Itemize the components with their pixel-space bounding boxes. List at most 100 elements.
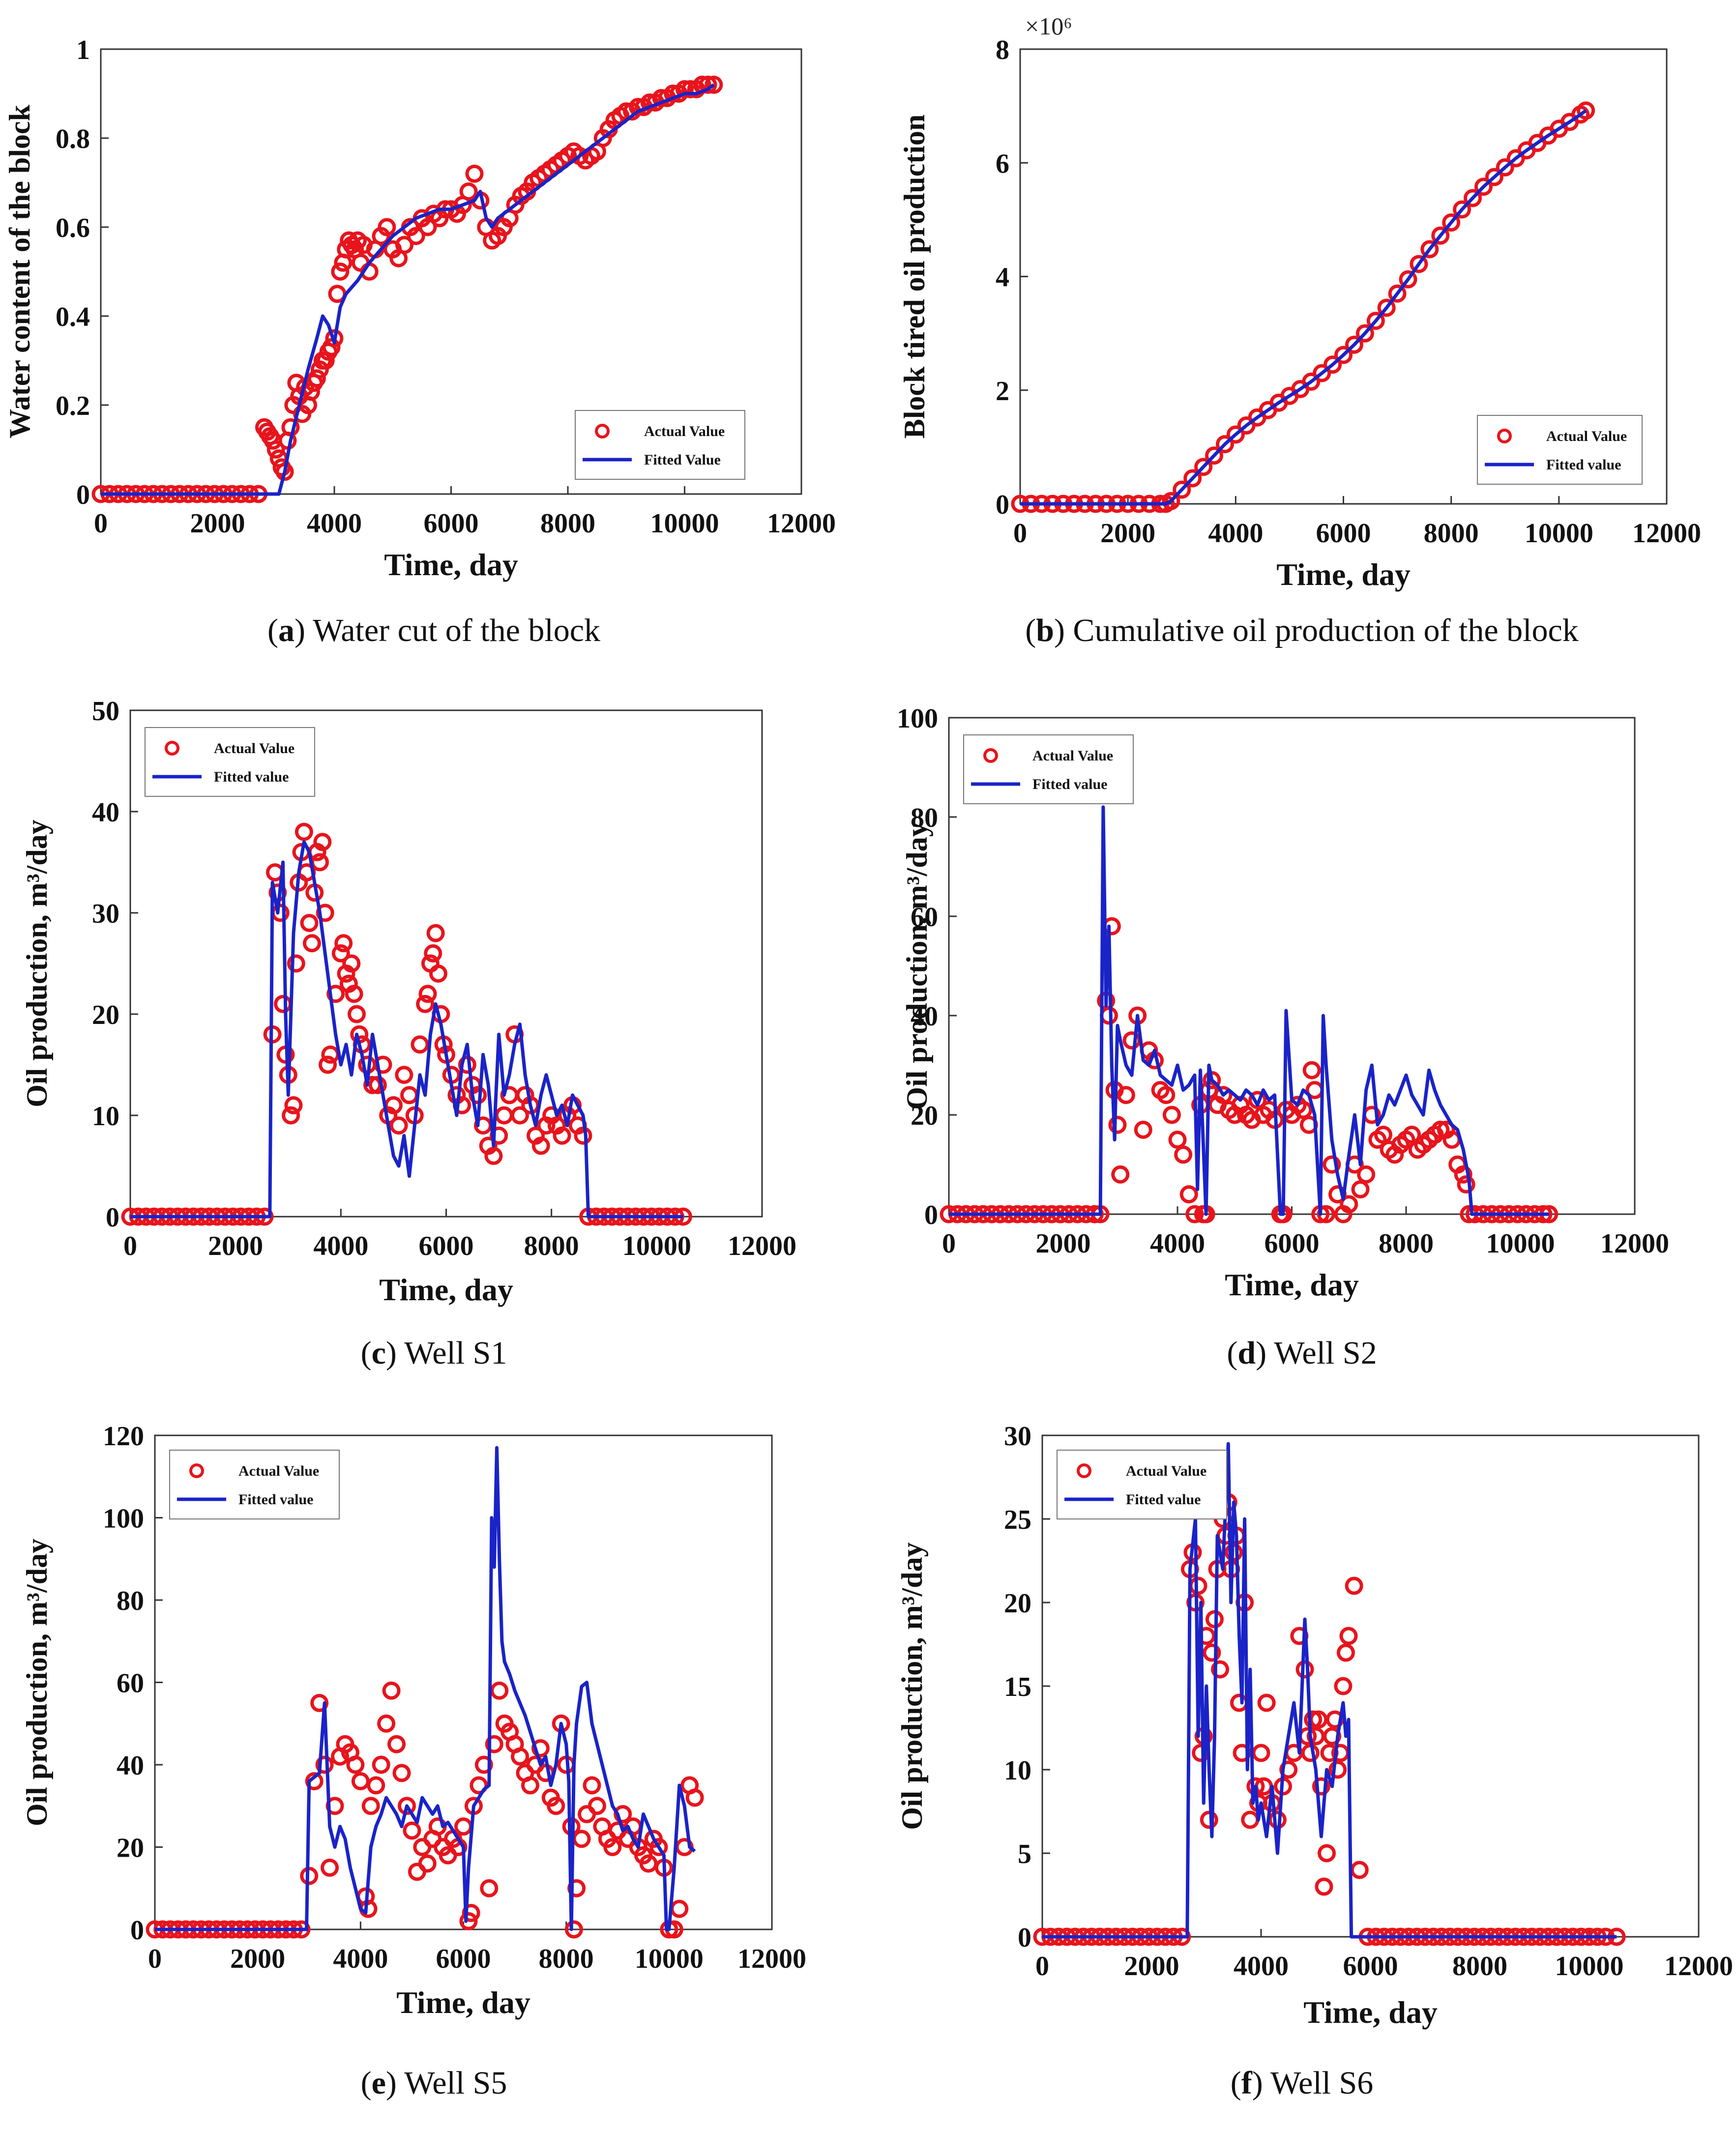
actual-point xyxy=(325,329,344,348)
actual-point xyxy=(302,934,321,953)
x-tick-label: 10000 xyxy=(635,1944,704,1974)
legend-box xyxy=(963,734,1134,804)
y-tick-label: 0.4 xyxy=(56,302,90,332)
actual-point xyxy=(1366,312,1385,330)
legend-actual-marker xyxy=(1077,1463,1091,1478)
actual-point xyxy=(1345,335,1363,354)
y-tick-label: 0 xyxy=(106,1202,119,1233)
legend-actual-marker xyxy=(595,424,610,438)
x-axis-label: Time, day xyxy=(384,547,518,582)
actual-point xyxy=(459,1912,478,1930)
actual-point xyxy=(426,924,445,942)
actual-point xyxy=(361,1797,380,1815)
x-tick-label: 10000 xyxy=(1555,1951,1624,1982)
actual-point xyxy=(1431,1120,1450,1139)
caption-e-text: Well S5 xyxy=(404,2065,507,2101)
y-tick-label: 40 xyxy=(92,797,119,828)
actual-point xyxy=(319,1055,337,1074)
actual-point xyxy=(583,1776,601,1795)
actual-point xyxy=(416,994,435,1013)
legend-actual-marker xyxy=(189,1463,204,1478)
y-tick-label: 1 xyxy=(76,35,90,65)
y-tick-label: 60 xyxy=(117,1668,144,1699)
panel-well-s2: 0 2000 4000 6000 8000 10000 12000 0 20 40 60 80 100 T… xyxy=(868,683,1736,1362)
y-tick-label: 0 xyxy=(76,480,90,510)
x-tick-label: 0 xyxy=(94,508,108,539)
actual-point xyxy=(588,1797,606,1815)
actual-point xyxy=(1174,1145,1193,1164)
x-tick-label: 0 xyxy=(123,1231,137,1261)
x-tick-label: 0 xyxy=(148,1944,162,1974)
actual-point xyxy=(705,75,723,94)
actual-point xyxy=(1474,177,1493,196)
legend-box xyxy=(169,1450,340,1519)
panel-water-cut: 0 2000 4000 6000 8000 10000 12000 0 0.2 0.4 0.6 0.8… xyxy=(0,0,868,634)
actual-point xyxy=(282,1106,300,1125)
actual-point xyxy=(322,338,341,356)
actual-point xyxy=(1294,1101,1313,1119)
legend-actual-label: Actual Value xyxy=(214,740,294,757)
actual-point xyxy=(1226,425,1245,444)
legend-box xyxy=(1477,415,1643,485)
x-tick-label: 4000 xyxy=(1234,1951,1289,1982)
actual-point xyxy=(1203,1643,1221,1662)
actual-point xyxy=(403,1821,421,1840)
actual-point xyxy=(315,1755,334,1774)
y-tick-label: 60 xyxy=(911,902,938,933)
actual-point xyxy=(372,1755,390,1774)
actual-point xyxy=(614,1805,632,1823)
caption-d-letter: d xyxy=(1237,1335,1256,1371)
actual-point xyxy=(284,1096,303,1114)
actual-point xyxy=(367,1776,385,1795)
actual-point xyxy=(1388,284,1407,303)
x-tick-label: 10000 xyxy=(1486,1228,1555,1259)
actual-point xyxy=(531,1739,550,1757)
y-axis-label: Water content of the block xyxy=(3,104,36,438)
actual-point xyxy=(321,1858,339,1877)
legend-box xyxy=(575,410,745,480)
y-tick-label: 0 xyxy=(1018,1923,1031,1953)
y-tick-label: 0.2 xyxy=(56,391,90,421)
actual-point xyxy=(345,985,363,1003)
actual-point xyxy=(334,934,353,953)
caption-b-letter: b xyxy=(1036,612,1054,648)
legend: Actual Value Fitted value xyxy=(1477,415,1643,485)
actual-point xyxy=(1399,270,1417,289)
actual-point xyxy=(470,1776,488,1795)
actual-point xyxy=(511,1747,530,1766)
x-tick-label: 12000 xyxy=(737,1944,806,1974)
fitted-line xyxy=(1042,1442,1617,1939)
actual-point xyxy=(485,1735,503,1753)
y-tick-label: 20 xyxy=(117,1833,144,1864)
y-tick-label: 10 xyxy=(1004,1755,1031,1786)
panel-well-s1: 0 2000 4000 6000 8000 10000 12000 0 10 20 30 40 50 Ti… xyxy=(0,683,868,1362)
legend-fitted-label: Fitted value xyxy=(214,769,289,785)
caption-a-letter: a xyxy=(278,612,294,648)
actual-point xyxy=(465,164,484,183)
y-tick-label: 2 xyxy=(996,376,1009,407)
legend-box xyxy=(1057,1450,1227,1519)
actual-point xyxy=(1295,1660,1314,1679)
legend-actual-label: Actual Value xyxy=(1546,428,1627,444)
actual-point xyxy=(1442,213,1461,232)
caption-d-text: Well S2 xyxy=(1274,1335,1377,1371)
y-tick-label: 0 xyxy=(996,490,1009,520)
actual-point xyxy=(1162,492,1180,510)
y-tick-label: 120 xyxy=(103,1421,144,1452)
x-axis-label: Time, day xyxy=(1303,1995,1438,2030)
y-axis-label: Oil production, m³/day xyxy=(896,1542,928,1830)
y-axis-exponent: ×10⁶ xyxy=(1025,12,1072,40)
legend-box xyxy=(145,727,315,797)
actual-point xyxy=(1351,1180,1370,1198)
x-axis-label: Time, day xyxy=(379,1272,513,1307)
x-tick-label: 4000 xyxy=(307,508,362,539)
panel-well-s5: 0 2000 4000 6000 8000 10000 12000 0 20 40 60 80 100 1… xyxy=(0,1396,868,2084)
actual-point xyxy=(1111,1165,1130,1184)
actual-point xyxy=(1496,158,1514,176)
actual-point xyxy=(424,944,442,962)
x-tick-label: 12000 xyxy=(1664,1951,1733,1982)
x-tick-label: 2000 xyxy=(190,508,245,539)
fitted-line xyxy=(130,840,683,1219)
y-tick-label: 100 xyxy=(103,1504,144,1534)
x-tick-label: 2000 xyxy=(1124,1951,1179,1982)
